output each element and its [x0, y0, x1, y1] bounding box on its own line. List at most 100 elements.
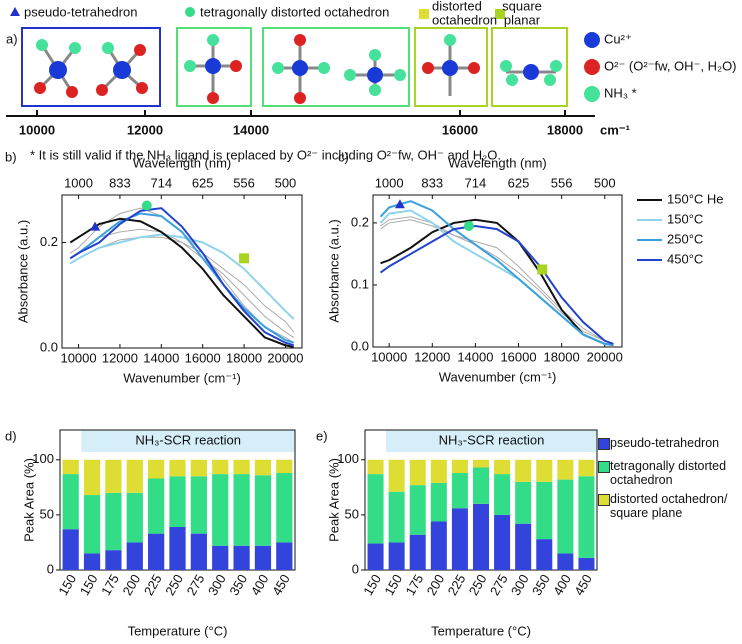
- y-tick-label: 0: [352, 561, 359, 576]
- group-label: octahedron: [432, 12, 497, 27]
- marker: [394, 199, 405, 209]
- x-axis-title: Wavenumber (cm⁻¹): [439, 369, 557, 384]
- x-tick-label: 350: [529, 572, 553, 598]
- bar-segment: [430, 459, 447, 483]
- x-tick-label: 200: [424, 572, 448, 598]
- group-label: square: [502, 0, 542, 13]
- bar-segment: [276, 472, 293, 543]
- y-axis-title: Peak Area (%): [21, 458, 36, 542]
- bar-segment: [254, 545, 272, 570]
- legend-label: distorted octahedron/ square plane: [598, 492, 740, 520]
- bar-segment: [233, 474, 250, 546]
- bar-segment: [536, 459, 553, 482]
- atoms: [34, 32, 600, 104]
- bar-segment: [472, 503, 490, 570]
- tick-label: 18000: [547, 122, 583, 137]
- bar-segment: [190, 459, 207, 477]
- legend-label: 450°C: [667, 251, 703, 266]
- footnote: * It is still valid if the NH₃ ligand is…: [30, 147, 501, 162]
- marker: [463, 221, 474, 232]
- bar-segment: [409, 459, 426, 486]
- bar-segment: [472, 467, 490, 504]
- bar-segment: [169, 459, 186, 477]
- legend-label: 150°C He: [667, 191, 724, 206]
- bar-segment: [367, 474, 384, 544]
- y-tick-label: 100: [337, 451, 359, 466]
- y-tick-label: 100: [32, 451, 54, 466]
- x-tick-label: 300: [508, 572, 532, 598]
- x-tick-label: 150: [360, 572, 384, 598]
- bar-segment: [233, 545, 250, 570]
- x2-tick-label: 500: [275, 175, 297, 190]
- x-tick-label: 225: [445, 572, 469, 598]
- bar-segment: [276, 459, 293, 473]
- bar-segment: [515, 523, 532, 570]
- bar-segment: [409, 534, 426, 570]
- panel-label: a): [6, 31, 18, 46]
- bar-segment: [126, 542, 143, 570]
- scheme-key-icons: [10, 7, 505, 19]
- bar-segment: [409, 485, 426, 535]
- legend-swatch: [598, 461, 610, 473]
- bar-segment: [430, 521, 447, 570]
- bar-segment: [472, 459, 490, 468]
- bar-segment: [233, 459, 250, 475]
- spectrum: [69, 207, 295, 347]
- spectrum: [69, 217, 294, 348]
- x-tick-label: 150: [381, 572, 405, 598]
- legend-label: pseudo-tetrahedron: [598, 436, 740, 450]
- x-tick-label: 18000: [226, 350, 262, 365]
- x-tick-label: 12000: [414, 349, 450, 364]
- bar-segment: [105, 459, 122, 493]
- bar-segment: [536, 539, 553, 570]
- y-tick-label: 0.0: [351, 338, 369, 353]
- marker: [239, 253, 250, 264]
- bar-segment: [451, 459, 468, 473]
- bar-segment: [388, 542, 405, 570]
- x-tick-label: 16000: [185, 350, 221, 365]
- spectrum: [69, 233, 295, 320]
- legend-swatch: [598, 494, 610, 506]
- bar-segment: [578, 557, 595, 570]
- x-tick-label: 225: [141, 572, 165, 598]
- atom-legend: O²⁻ (O²⁻fw, OH⁻, H₂O): [604, 58, 737, 73]
- bar-segment: [451, 472, 468, 509]
- bar-segment: [83, 495, 101, 554]
- bar-segment: [557, 459, 574, 480]
- x-tick-label: 250: [162, 572, 186, 598]
- bar-segment: [148, 478, 165, 534]
- x2-tick-label: 556: [233, 175, 255, 190]
- bar-segment: [62, 459, 79, 475]
- spectrum: [379, 200, 614, 347]
- y-tick-label: 50: [345, 506, 359, 521]
- x-axis-title: Temperature (°C): [431, 623, 531, 638]
- spectrum: [69, 212, 295, 344]
- bar-segment: [105, 492, 122, 551]
- x2-axis-title: Wavelength (nm): [133, 155, 232, 170]
- bar-segment: [190, 476, 207, 534]
- plot-frame: [372, 194, 623, 348]
- bar-segment: [169, 527, 186, 570]
- x-tick-label: 10000: [371, 349, 407, 364]
- x2-tick-label: 556: [551, 175, 573, 190]
- x-tick-label: 150: [55, 572, 79, 598]
- x-tick-label: 450: [571, 572, 595, 598]
- x-tick-label: 300: [205, 572, 229, 598]
- x2-tick-label: 625: [192, 175, 214, 190]
- x2-tick-label: 500: [594, 175, 616, 190]
- bar-segment: [578, 459, 595, 477]
- x-tick-label: 350: [226, 572, 250, 598]
- bar-segment: [367, 543, 384, 570]
- panel-label: b): [5, 149, 17, 164]
- x-tick-label: 400: [550, 572, 574, 598]
- bar-segment: [254, 459, 272, 476]
- x2-tick-label: 1000: [375, 175, 404, 190]
- bar-segment: [557, 479, 574, 554]
- x-tick-label: 175: [402, 572, 426, 598]
- tick-label: 14000: [233, 122, 269, 137]
- atom-legend: NH₃ *: [604, 85, 637, 100]
- y-tick-label: 0.2: [40, 234, 58, 249]
- spectrum: [380, 216, 614, 345]
- marker: [537, 264, 548, 275]
- bar-segment: [451, 508, 468, 570]
